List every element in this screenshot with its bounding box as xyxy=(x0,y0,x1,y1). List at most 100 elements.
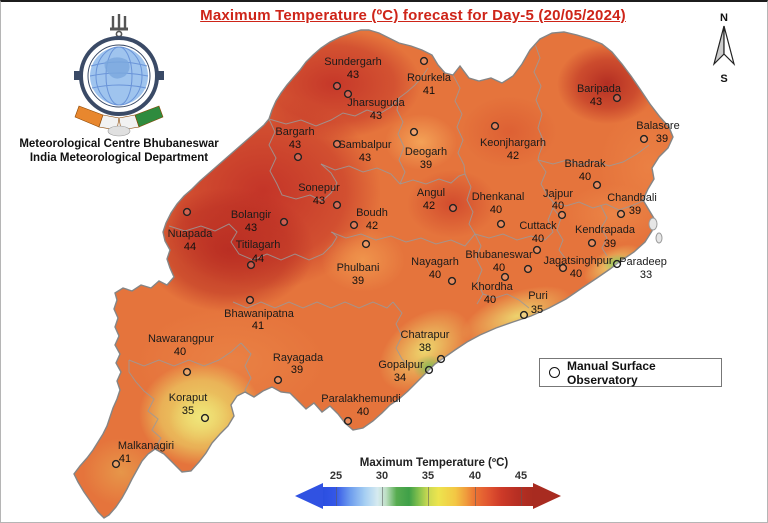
station-value: 43 xyxy=(359,152,371,164)
station-marker xyxy=(349,220,359,230)
station-value: 39 xyxy=(420,159,432,171)
station-marker xyxy=(200,413,210,423)
station-value: 43 xyxy=(347,69,359,81)
colorbar-tick-label: 30 xyxy=(375,470,389,482)
station-marker xyxy=(409,127,419,137)
station-label: Paradeep xyxy=(619,256,667,268)
station-value: 39 xyxy=(629,205,641,217)
temperature-colorbar: Maximum Temperature (ºC) 25 30 35 40 45 xyxy=(295,457,561,509)
station-marker xyxy=(279,217,289,227)
station-label: Sundergarh xyxy=(324,56,382,68)
station-value: 39 xyxy=(604,238,616,250)
station-value: 43 xyxy=(370,110,382,122)
district-boundaries xyxy=(128,43,650,450)
station-label: Sambalpur xyxy=(338,139,392,151)
station-marker xyxy=(332,81,342,91)
station-label: Kendrapada xyxy=(575,224,636,236)
colorbar-gradient-bar xyxy=(295,483,561,509)
station-value: 40 xyxy=(552,200,564,212)
station-value: 42 xyxy=(507,150,519,162)
station-value: 40 xyxy=(532,233,544,245)
colorbar-tick-label: 25 xyxy=(329,470,343,482)
station-label: Bhadrak xyxy=(565,158,606,170)
station-value: 35 xyxy=(182,405,194,417)
colorbar-tick-line xyxy=(382,487,383,506)
observatory-legend: Manual Surface Observatory xyxy=(539,358,722,387)
station-marker xyxy=(419,56,429,66)
station-label: Bolangir xyxy=(231,209,272,221)
station-marker xyxy=(111,459,121,469)
station-marker xyxy=(612,93,622,103)
station-value: 44 xyxy=(184,241,196,253)
station-marker xyxy=(332,200,342,210)
colorbar-tick-label: 40 xyxy=(468,470,482,482)
station-marker xyxy=(639,134,649,144)
station-label: Nayagarh xyxy=(411,256,459,268)
station-value: 40 xyxy=(357,406,369,418)
station-label: Chatrapur xyxy=(401,329,450,341)
station-label: Baripada xyxy=(577,83,622,95)
station-marker xyxy=(343,89,353,99)
station-label: Cuttack xyxy=(519,220,557,232)
station-value: 34 xyxy=(394,372,406,384)
station-marker xyxy=(519,310,529,320)
station-value: 39 xyxy=(291,364,303,376)
station-marker xyxy=(273,375,283,385)
station-value: 41 xyxy=(252,320,264,332)
station-value: 44 xyxy=(252,253,264,265)
temperature-heat-layer xyxy=(83,30,673,506)
state-border xyxy=(73,29,674,519)
station-value: 38 xyxy=(419,342,431,354)
station-label: Angul xyxy=(417,187,445,199)
colorbar-tick-label: 35 xyxy=(421,470,435,482)
north-indicator: N S xyxy=(704,12,744,85)
station-value: 41 xyxy=(119,453,131,465)
station-marker xyxy=(558,263,568,273)
station-marker xyxy=(532,245,542,255)
station-label: Bhawanipatna xyxy=(224,308,295,320)
station-marker xyxy=(343,416,353,426)
station-label: Malkanagiri xyxy=(118,440,174,452)
compass-s-label: S xyxy=(720,73,728,85)
station-value: 40 xyxy=(484,294,496,306)
station-marker xyxy=(496,219,506,229)
compass-needle-icon xyxy=(712,25,736,66)
coastal-islets xyxy=(648,217,663,244)
station-label: Puri xyxy=(528,290,548,302)
station-marker xyxy=(592,180,602,190)
colorbar-gradient-body xyxy=(323,487,533,506)
station-marker xyxy=(523,264,533,274)
station-marker xyxy=(361,239,371,249)
colorbar-tick-line xyxy=(521,487,522,506)
station-marker xyxy=(612,259,622,269)
station-marker xyxy=(332,139,342,149)
colorbar-title: Maximum Temperature (ºC) xyxy=(359,457,509,469)
station-marker xyxy=(587,238,597,248)
station-label: Phulbani xyxy=(337,262,380,274)
colorbar-left-arrow xyxy=(295,483,323,509)
station-marker xyxy=(490,121,500,131)
station-value: 42 xyxy=(423,200,435,212)
station-value: 43 xyxy=(313,195,325,207)
station-value: 42 xyxy=(366,220,378,232)
station-marker xyxy=(448,203,458,213)
station-value: 43 xyxy=(245,222,257,234)
station-marker xyxy=(616,209,626,219)
observatory-legend-label: Manual Surface Observatory xyxy=(567,358,656,387)
station-label: Khordha xyxy=(471,281,513,293)
station-value: 40 xyxy=(174,346,186,358)
station-label: Jagatsinghpur xyxy=(543,255,612,267)
station-label: Keonjhargarh xyxy=(480,137,546,149)
compass-n-label: N xyxy=(720,12,728,24)
colorbar-tick-labels: 25 30 35 40 45 xyxy=(295,470,561,484)
station-label: Rayagada xyxy=(273,352,324,364)
station-value: 40 xyxy=(579,171,591,183)
station-label: Bargarh xyxy=(275,126,314,138)
tricolor-ribbon xyxy=(74,105,164,137)
station-value: 40 xyxy=(429,269,441,281)
station-label: Gopalpur xyxy=(378,359,424,371)
colorbar-tick-label: 45 xyxy=(514,470,528,482)
station-label: Nuapada xyxy=(168,228,214,240)
